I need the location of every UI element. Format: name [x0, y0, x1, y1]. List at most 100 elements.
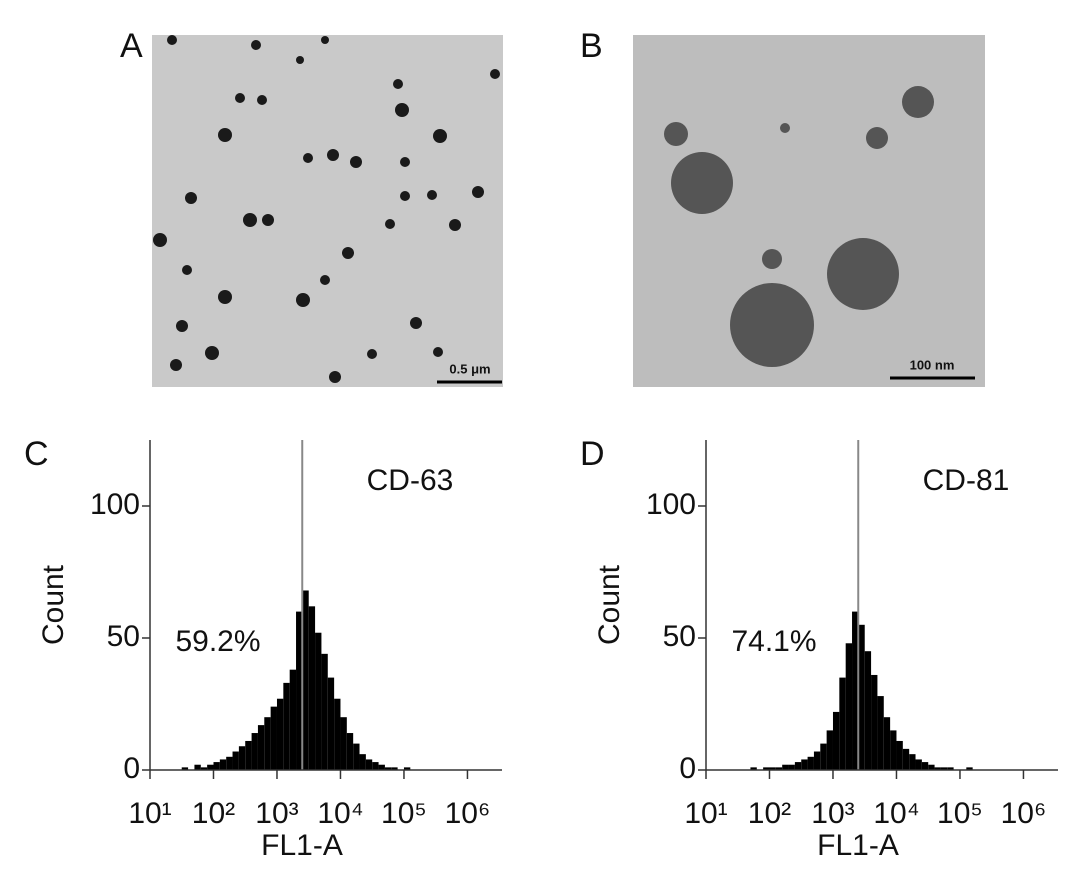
histogram-bar	[763, 767, 770, 770]
x-axis-label: FL1-A	[261, 829, 343, 862]
x-tick-label: 10⁴	[873, 797, 919, 830]
x-tick-label: 10¹	[128, 797, 171, 830]
histogram-bar	[353, 743, 360, 770]
histogram-bar	[334, 698, 341, 770]
histogram-bar	[820, 743, 827, 770]
histogram-bar	[296, 611, 303, 770]
annotation: 74.1%	[731, 625, 816, 658]
scale-bar-label: 0.5 μm	[449, 361, 490, 376]
x-tick-label: 10⁵	[937, 797, 983, 830]
panel-label: B	[580, 27, 603, 65]
histogram-bar	[813, 751, 821, 770]
histogram-bar	[200, 767, 208, 770]
histogram-bar	[232, 751, 239, 770]
histogram-bar	[384, 767, 392, 770]
histogram-bar	[883, 717, 891, 770]
histogram-bar	[264, 717, 271, 770]
histogram-bar	[226, 756, 233, 770]
histogram-bar	[194, 764, 201, 770]
x-tick-label: 10⁵	[381, 797, 427, 830]
histogram-bar	[947, 767, 954, 770]
histogram-bar	[257, 725, 265, 770]
histogram-bar	[902, 748, 910, 770]
x-tick-label: 10⁴	[317, 797, 363, 830]
histogram-bar	[302, 590, 309, 770]
annotation: 59.2%	[175, 625, 260, 658]
x-axis-label: FL1-A	[817, 829, 899, 862]
histogram-bar	[283, 682, 290, 770]
histogram-bar	[276, 698, 284, 770]
histogram-bar	[801, 759, 808, 770]
histogram-bar	[921, 762, 929, 770]
x-tick-label: 10⁶	[445, 797, 491, 830]
histogram-bar	[270, 706, 277, 770]
histogram-bar	[934, 767, 941, 770]
x-tick-label: 10²	[748, 797, 791, 830]
chart-title: CD-81	[923, 464, 1010, 497]
y-tick-label: 0	[123, 752, 140, 785]
histogram-bar	[219, 759, 227, 770]
histogram-bar	[391, 767, 398, 770]
histogram-bar	[359, 754, 366, 770]
chart-title: CD-63	[367, 464, 454, 497]
x-tick-label: 10³	[811, 797, 854, 830]
x-tick-label: 10¹	[684, 797, 727, 830]
histogram-bar	[782, 764, 789, 770]
histogram-bar	[340, 717, 347, 770]
histogram-bar	[321, 653, 328, 770]
histogram-bar	[213, 762, 220, 770]
histogram-bar	[238, 746, 246, 770]
histogram-bar	[845, 643, 853, 770]
panel-label: D	[580, 435, 605, 473]
histogram-bar	[807, 756, 814, 770]
histogram-bar	[769, 767, 776, 770]
micrograph-b: 100 nm	[633, 35, 985, 387]
histogram-bar	[928, 764, 935, 770]
histogram-bar	[289, 669, 297, 770]
histogram-bar	[315, 632, 322, 770]
histogram-bar	[372, 762, 379, 770]
y-axis-label: Count	[593, 564, 626, 645]
histogram-bar	[826, 730, 833, 770]
histogram-bar	[858, 624, 865, 770]
histogram-bar	[864, 651, 872, 770]
histogram-bar	[365, 759, 373, 770]
y-axis-label: Count	[37, 564, 70, 645]
x-tick-label: 10³	[255, 797, 298, 830]
histogram-bar	[890, 730, 897, 770]
histogram-bar	[940, 767, 948, 770]
y-tick-label: 0	[679, 752, 696, 785]
histogram-bar	[877, 696, 884, 770]
x-tick-label: 10²	[192, 797, 235, 830]
histogram-bar	[181, 767, 189, 770]
histogram-bar	[966, 767, 973, 770]
histogram-bar	[852, 611, 859, 770]
histogram-bar	[788, 764, 795, 770]
histogram-bar	[832, 711, 840, 770]
panel-label: A	[120, 27, 143, 65]
histogram-bar	[308, 606, 316, 770]
histogram-bar	[403, 767, 411, 770]
micrograph-a: 0.5 μm	[152, 35, 503, 387]
y-tick-label: 50	[663, 620, 696, 653]
histogram-bar	[251, 733, 258, 770]
y-tick-label: 100	[646, 488, 696, 521]
x-tick-label: 10⁶	[1001, 797, 1047, 830]
histogram-bar	[245, 740, 252, 770]
histogram-bar	[775, 767, 783, 770]
histogram-bar	[915, 759, 922, 770]
histogram-bar	[750, 767, 757, 770]
y-tick-label: 100	[90, 488, 140, 521]
histogram-bar	[909, 754, 916, 770]
y-tick-label: 50	[107, 620, 140, 653]
histogram-bar	[378, 764, 385, 770]
scale-bar-label: 100 nm	[910, 357, 955, 372]
histogram-bar	[871, 674, 878, 770]
histogram-bar	[794, 762, 802, 770]
histogram-bar	[346, 733, 354, 770]
histogram-bar	[896, 740, 903, 770]
histogram-bar	[327, 677, 335, 770]
panel-label: C	[24, 435, 49, 473]
histogram-bar	[207, 764, 214, 770]
